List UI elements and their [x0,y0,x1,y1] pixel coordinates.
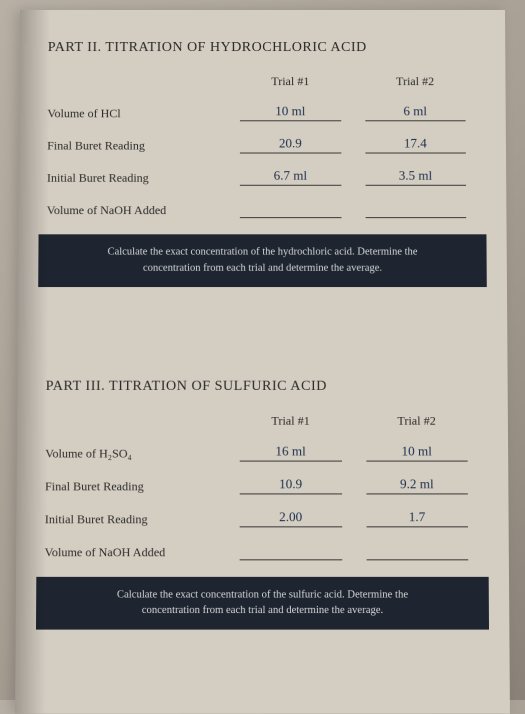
instruction-line2: concentration from each trial and determ… [143,262,382,273]
part3-data: Trial #1 Trial #2 Volume of H₂SO₄ 16 ml … [45,413,481,560]
value-initial3-t2: 1.7 [366,508,468,527]
value-hcl-t2: 6 ml [365,103,466,121]
row-initial-buret3: Initial Buret Reading 2.00 1.7 [45,504,480,527]
label-volume-hcl: Volume of HCl [47,106,228,121]
value-final-t2: 17.4 [365,135,466,153]
value-h2so4-t1: 16 ml [240,443,342,461]
value-naoh-t1 [240,200,341,218]
value-naoh3-t1 [240,541,342,560]
value-initial-t1: 6.7 ml [240,168,341,186]
part3-header-row: Trial #1 Trial #2 [45,413,479,428]
label-initial-buret: Initial Buret Reading [47,171,228,186]
section-spacer [46,287,480,379]
instruction3-line1: Calculate the exact concentration of the… [117,589,408,600]
value-h2so4-t2: 10 ml [366,443,468,461]
trial1-header3: Trial #1 [228,413,354,428]
instruction-line1: Calculate the exact concentration of the… [107,246,417,257]
row-final-buret3: Final Buret Reading 10.9 9.2 ml [45,471,480,494]
part2-header-row: Trial #1 Trial #2 [48,74,478,89]
row-volume-hcl: Volume of HCl 10 ml 6 ml [47,99,477,121]
header-spacer [48,74,228,89]
value-hcl-t1: 10 ml [240,103,341,121]
label-volume-h2so4: Volume of H₂SO₄ [45,446,227,461]
part2-instruction: Calculate the exact concentration of the… [38,234,487,286]
row-initial-buret: Initial Buret Reading 6.7 ml 3.5 ml [47,164,478,186]
value-initial-t2: 3.5 ml [365,168,466,186]
part2-section: PART II. TITRATION OF HYDROCHLORIC ACID … [46,40,478,287]
label-final-buret3: Final Buret Reading [45,479,228,494]
value-final3-t2: 9.2 ml [366,475,468,493]
value-final-t1: 20.9 [240,135,341,153]
value-initial3-t1: 2.00 [240,508,342,527]
row-final-buret: Final Buret Reading 20.9 17.4 [47,131,478,153]
worksheet-page: PART II. TITRATION OF HYDROCHLORIC ACID … [15,10,510,714]
trial1-header: Trial #1 [228,74,353,89]
row-naoh-added: Volume of NaOH Added [47,196,479,218]
label-final-buret: Final Buret Reading [47,138,228,153]
part2-data: Trial #1 Trial #2 Volume of HCl 10 ml 6 … [47,74,479,218]
header-spacer3 [45,413,227,428]
label-naoh3: Volume of NaOH Added [45,544,228,559]
value-naoh-t2 [365,200,466,218]
trial2-header3: Trial #2 [354,413,480,428]
part3-section: PART III. TITRATION OF SULFURIC ACID Tri… [44,378,481,629]
row-naoh-added3: Volume of NaOH Added [45,537,481,560]
value-naoh3-t2 [366,541,468,560]
value-final3-t1: 10.9 [240,475,342,493]
label-initial-buret3: Initial Buret Reading [45,511,228,526]
part2-title: PART II. TITRATION OF HYDROCHLORIC ACID [48,40,478,56]
part3-instruction: Calculate the exact concentration of the… [36,576,489,629]
label-naoh: Volume of NaOH Added [47,203,228,218]
part3-title: PART III. TITRATION OF SULFURIC ACID [46,378,480,394]
row-volume-h2so4: Volume of H₂SO₄ 16 ml 10 ml [45,439,480,462]
trial2-header: Trial #2 [353,74,478,89]
instruction3-line2: concentration from each trial and determ… [142,605,383,616]
